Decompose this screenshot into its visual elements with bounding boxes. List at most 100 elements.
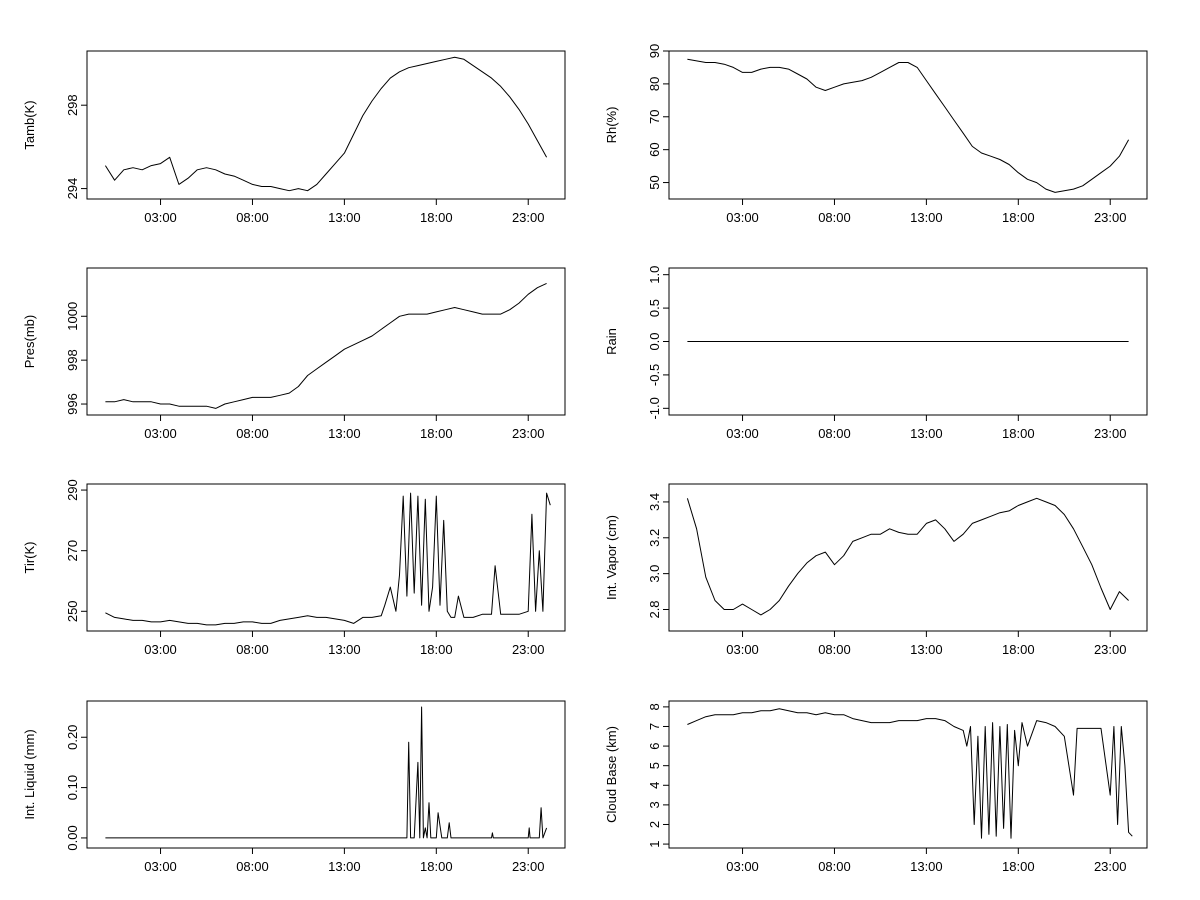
x-tick-label: 08:00 <box>236 210 269 225</box>
y-tick-label: 6 <box>647 742 662 749</box>
x-tick-label: 23:00 <box>1094 642 1127 657</box>
y-tick-label: 5 <box>647 762 662 769</box>
panel-7: 03:00 08:00 13:00 18:00 23:00 0.00 0.10 0.20 Int… <box>22 700 566 874</box>
y-tick-label: 3.4 <box>647 493 662 511</box>
series-line <box>686 497 1129 616</box>
panel-8: 03:00 08:00 13:00 18:00 23:00 1 2 3 4 5 6 7 8 Cloud B… <box>604 700 1148 874</box>
x-tick-label: 03:00 <box>726 642 759 657</box>
x-tick-label: 23:00 <box>1094 859 1127 874</box>
plot-frame <box>86 267 566 416</box>
x-tick-label: 18:00 <box>420 642 453 657</box>
x-tick-label: 13:00 <box>910 859 943 874</box>
y-tick-label: 3.0 <box>647 565 662 583</box>
y-tick-label: 60 <box>647 142 662 156</box>
y-tick-label: 3.2 <box>647 529 662 547</box>
x-tick-label: 03:00 <box>144 859 177 874</box>
panel-6: 03:00 08:00 13:00 18:00 23:00 2.8 3.0 3.2 3.4 Int… <box>604 483 1148 657</box>
y-tick-label: 50 <box>647 175 662 189</box>
series-line <box>105 492 551 626</box>
y-axis-label: Pres(mb) <box>22 315 37 368</box>
y-axis-label: Rain <box>604 328 619 355</box>
y-tick-label: 1000 <box>65 302 80 331</box>
x-tick-label: 08:00 <box>236 426 269 441</box>
y-tick-label: 1 <box>647 840 662 847</box>
series-line <box>687 708 1133 839</box>
x-tick-label: 18:00 <box>420 210 453 225</box>
y-tick-label: 0.00 <box>65 825 80 850</box>
plot-frame <box>668 50 1148 200</box>
y-tick-label: 7 <box>647 723 662 730</box>
plot-frame <box>668 483 1148 632</box>
x-tick-label: 13:00 <box>328 210 361 225</box>
y-tick-label: 0.5 <box>647 299 662 317</box>
y-tick-label: 2.8 <box>647 600 662 618</box>
x-tick-label: 13:00 <box>328 642 361 657</box>
x-tick-label: 08:00 <box>236 859 269 874</box>
x-tick-label: 23:00 <box>1094 426 1127 441</box>
x-tick-label: 18:00 <box>1002 426 1035 441</box>
x-tick-label: 23:00 <box>1094 210 1127 225</box>
panel-1: 03:00 08:00 13:00 18:00 23:00 294 298 Tamb(K) <box>22 50 566 225</box>
series-line <box>104 56 548 192</box>
y-axis-label: Rh(%) <box>604 107 619 144</box>
y-tick-label: 90 <box>647 44 662 58</box>
x-tick-label: 18:00 <box>1002 642 1035 657</box>
x-tick-label: 13:00 <box>910 642 943 657</box>
x-tick-label: 03:00 <box>726 426 759 441</box>
x-tick-label: 23:00 <box>512 426 545 441</box>
x-tick-label: 13:00 <box>910 426 943 441</box>
x-tick-label: 18:00 <box>1002 210 1035 225</box>
panel-2: 03:00 08:00 13:00 18:00 23:00 50 60 70 80 90 Rh(%) <box>604 44 1148 225</box>
x-tick-label: 08:00 <box>818 210 851 225</box>
panel-5: 03:00 08:00 13:00 18:00 23:00 250 270 290 Tir(K) <box>22 479 566 657</box>
y-axis-label: Cloud Base (km) <box>604 726 619 823</box>
y-tick-label: 250 <box>65 600 80 622</box>
y-axis-label: Int. Liquid (mm) <box>22 729 37 819</box>
y-tick-label: 0.10 <box>65 775 80 800</box>
plot-frame <box>86 50 566 200</box>
x-tick-label: 18:00 <box>1002 859 1035 874</box>
x-tick-label: 13:00 <box>328 859 361 874</box>
y-tick-label: 3 <box>647 801 662 808</box>
y-tick-label: 270 <box>65 540 80 562</box>
y-tick-label: 290 <box>65 479 80 501</box>
y-tick-label: 0.0 <box>647 332 662 350</box>
x-tick-label: 08:00 <box>236 642 269 657</box>
y-tick-label: 0.20 <box>65 725 80 750</box>
y-axis-label: Int. Vapor (cm) <box>604 515 619 600</box>
plot-frame <box>668 700 1148 849</box>
plot-frame <box>86 700 566 849</box>
x-tick-label: 03:00 <box>144 642 177 657</box>
x-tick-label: 23:00 <box>512 210 545 225</box>
x-tick-label: 08:00 <box>818 642 851 657</box>
x-tick-label: 03:00 <box>144 210 177 225</box>
y-tick-label: 80 <box>647 77 662 91</box>
x-tick-label: 18:00 <box>420 426 453 441</box>
y-tick-label: 70 <box>647 110 662 124</box>
y-tick-label: 8 <box>647 703 662 710</box>
y-tick-label: 2 <box>647 821 662 828</box>
x-tick-label: 13:00 <box>910 210 943 225</box>
panel-4: 03:00 08:00 13:00 18:00 23:00 -1.0 -0.5 0.0 0.5 1… <box>604 266 1148 441</box>
x-tick-label: 08:00 <box>818 426 851 441</box>
y-tick-label: 298 <box>65 94 80 116</box>
x-tick-label: 18:00 <box>420 859 453 874</box>
panel-3: 03:00 08:00 13:00 18:00 23:00 996 998 1000 Pres(… <box>22 267 566 441</box>
y-tick-label: 1.0 <box>647 266 662 284</box>
x-tick-label: 13:00 <box>328 426 361 441</box>
series-line <box>687 58 1130 193</box>
x-tick-label: 03:00 <box>726 210 759 225</box>
series-line <box>105 282 547 409</box>
y-tick-label: 998 <box>65 349 80 371</box>
x-tick-label: 08:00 <box>818 859 851 874</box>
y-tick-label: -0.5 <box>647 364 662 386</box>
y-tick-label: 996 <box>65 393 80 415</box>
y-tick-label: 294 <box>65 178 80 200</box>
x-tick-label: 23:00 <box>512 642 545 657</box>
x-tick-label: 03:00 <box>144 426 177 441</box>
plot-frame <box>86 483 566 632</box>
series-line <box>105 706 548 839</box>
x-tick-label: 03:00 <box>726 859 759 874</box>
y-axis-label: Tamb(K) <box>22 100 37 149</box>
